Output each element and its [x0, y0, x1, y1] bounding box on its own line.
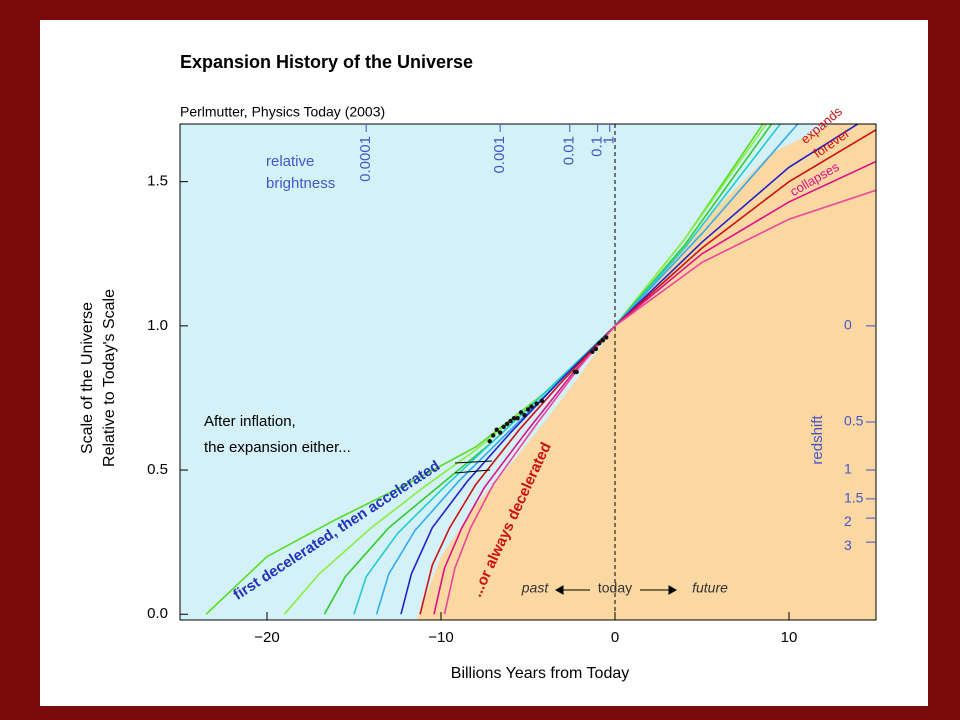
redshift-tick-label: 0.5 [844, 413, 864, 429]
x-tick-label: 0 [611, 629, 619, 646]
supernova-point [511, 415, 517, 421]
brightness-tick-label: 0.1 [589, 136, 606, 157]
redshift-tick-label: 3 [844, 537, 852, 553]
supernova-point [515, 415, 520, 421]
model-curve [433, 160, 876, 615]
supernova-point [574, 369, 579, 375]
redshift-label: redshift [809, 415, 826, 465]
x-tick-label: −20 [254, 629, 279, 646]
y-axis-label: Relative to Today's Scale [101, 289, 118, 467]
annotation: future [692, 580, 728, 596]
supernova-point [539, 398, 545, 404]
model-curve [443, 189, 876, 615]
pointer [454, 469, 491, 474]
supernova-point [497, 430, 503, 435]
pointer [454, 460, 493, 464]
supernova-point [491, 433, 496, 438]
y-tick-label: 1.0 [147, 317, 168, 334]
supernova-point [522, 413, 527, 418]
arrow [554, 585, 590, 595]
brightness-label: relative [266, 153, 314, 170]
brightness-tick-label: 0.001 [491, 136, 508, 174]
brightness-tick-label: 0.0001 [357, 136, 374, 182]
redshift-tick-label: 1 [844, 461, 852, 477]
y-tick-label: 0.0 [147, 605, 168, 622]
chart-subtitle: Perlmutter, Physics Today (2003) [180, 104, 385, 120]
annotation: the expansion either... [204, 439, 351, 456]
brightness-tick-label: 1 [601, 136, 618, 144]
model-curve [419, 129, 876, 615]
x-tick-label: 10 [781, 629, 798, 646]
supernova-point [525, 407, 531, 412]
annotation: today [598, 580, 632, 596]
arrow [640, 585, 678, 595]
y-axis-label: Scale of the Universe [79, 302, 96, 454]
model-curve [353, 124, 781, 615]
model-curve [375, 124, 799, 615]
x-axis-label: Billions Years from Today [451, 665, 629, 682]
supernova-point [529, 404, 534, 409]
supernova-point [501, 424, 506, 429]
supernova-point [508, 418, 513, 424]
plot-area [180, 124, 876, 620]
redshift-tick-label: 0 [844, 317, 852, 333]
x-tick-label: −10 [428, 629, 453, 646]
supernova-point [590, 349, 595, 355]
supernova-point [487, 439, 492, 444]
y-tick-label: 0.5 [147, 461, 168, 478]
redshift-tick-label: 2 [844, 513, 852, 529]
decelerating-region [416, 124, 876, 620]
model-curve [283, 124, 768, 615]
supernova-point [597, 340, 602, 346]
y-tick-label: 1.5 [147, 173, 168, 190]
supernova-point [494, 427, 499, 432]
redshift-tick-label: 1.5 [844, 490, 864, 506]
brightness-tick-label: 0.01 [561, 136, 578, 165]
supernova-point [593, 346, 599, 352]
overlay: −20 −10 0 100.00.51.01.5 0.0001 0.001 0.01 0.11… [147, 123, 877, 646]
annotation: past [521, 580, 550, 596]
supernova-point [534, 401, 539, 406]
supernova-point [604, 335, 609, 340]
annotation: After inflation, [204, 413, 296, 430]
plot-frame [179, 123, 877, 621]
brightness-label: brightness [266, 175, 335, 192]
supernova-point [600, 338, 606, 343]
supernova-point [504, 421, 510, 427]
supernova-point [518, 410, 524, 415]
chart-title: Expansion History of the Universe [180, 52, 473, 72]
